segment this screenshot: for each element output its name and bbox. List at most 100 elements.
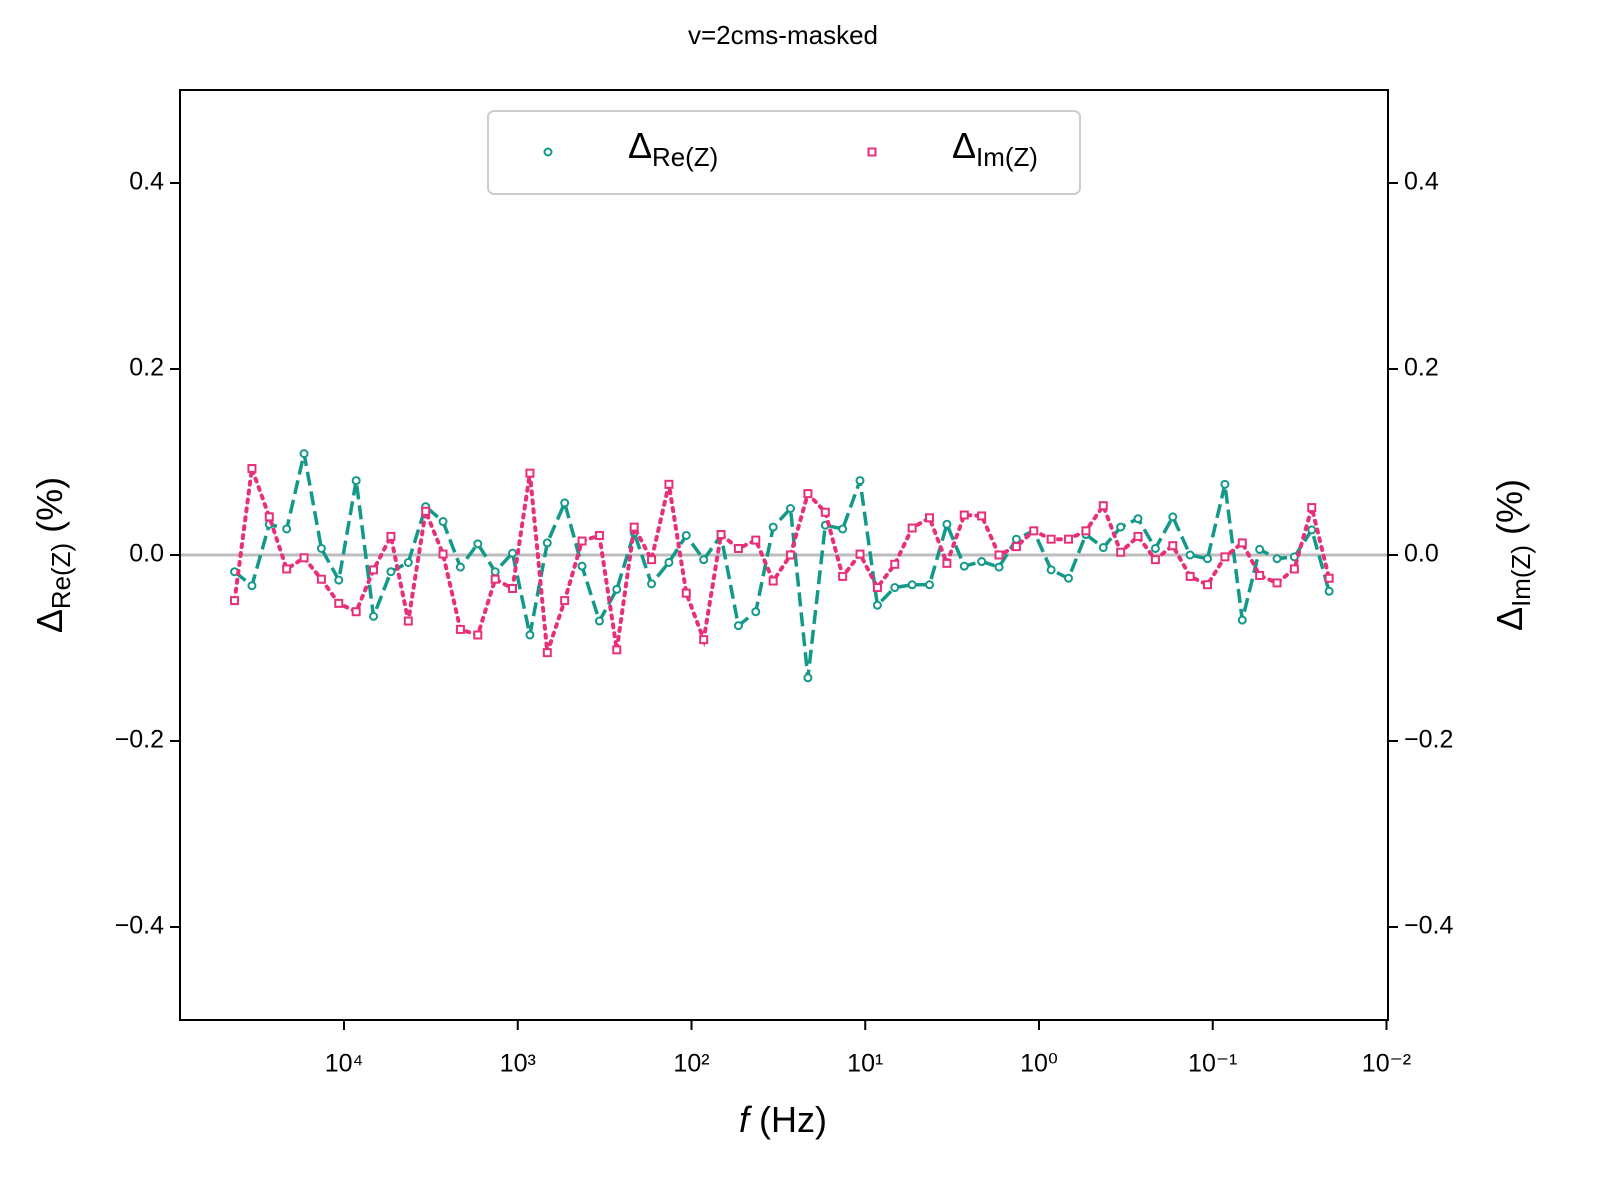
marker	[629, 522, 639, 532]
marker	[577, 561, 587, 571]
marker	[664, 479, 674, 489]
marker	[542, 648, 552, 658]
marker	[334, 598, 344, 608]
marker	[1064, 573, 1074, 583]
x-tick-label: 10⁻²	[1362, 1050, 1411, 1078]
marker	[612, 645, 622, 655]
marker	[473, 539, 483, 549]
marker	[1150, 555, 1160, 565]
marker	[490, 574, 500, 584]
marker	[1289, 564, 1299, 574]
x-tick-label: 10⁰	[1020, 1050, 1058, 1078]
marker	[1237, 538, 1247, 548]
marker	[386, 531, 396, 541]
marker	[664, 557, 674, 567]
marker	[820, 507, 830, 517]
marker	[1202, 580, 1212, 590]
y2-tick-label: 0.4	[1404, 168, 1439, 196]
marker	[542, 538, 552, 548]
marker	[403, 557, 413, 567]
marker	[855, 549, 865, 559]
marker	[994, 550, 1004, 560]
marker	[681, 588, 691, 598]
marker	[647, 555, 657, 565]
marker	[1133, 514, 1143, 524]
marker	[1168, 512, 1178, 522]
y2-axis-label: ΔIm(Z) (%)	[1489, 479, 1536, 631]
marker	[959, 510, 969, 520]
marker	[803, 489, 813, 499]
marker	[907, 523, 917, 533]
marker	[421, 506, 431, 516]
marker	[768, 522, 778, 532]
marker	[925, 580, 935, 590]
marker	[925, 513, 935, 523]
marker	[977, 511, 987, 521]
marker	[1272, 578, 1282, 588]
series-line	[233, 453, 1331, 678]
marker	[786, 550, 796, 560]
marker	[282, 524, 292, 534]
y-tick-label: 0.2	[129, 354, 164, 382]
marker	[438, 549, 448, 559]
marker	[872, 583, 882, 593]
marker	[838, 571, 848, 581]
marker	[525, 630, 535, 640]
marker	[716, 530, 726, 540]
x-tick-label: 10³	[500, 1050, 536, 1078]
marker	[838, 524, 848, 534]
marker	[334, 575, 344, 585]
marker	[386, 567, 396, 577]
marker	[1220, 552, 1230, 562]
marker	[1098, 501, 1108, 511]
marker	[455, 624, 465, 634]
marker	[994, 562, 1004, 572]
marker	[455, 562, 465, 572]
marker	[977, 557, 987, 567]
marker	[1307, 503, 1317, 513]
x-tick-label: 10⁴	[325, 1050, 364, 1078]
marker	[282, 564, 292, 574]
marker	[316, 574, 326, 584]
marker	[316, 543, 326, 553]
y-axis-label: ΔRe(Z) (%)	[29, 477, 76, 633]
marker	[1202, 554, 1212, 564]
marker	[508, 548, 518, 558]
y-tick-label: −0.4	[115, 912, 164, 940]
marker	[959, 561, 969, 571]
series-line	[232, 467, 1332, 654]
legend-label: ΔRe(Z)	[628, 125, 718, 172]
marker	[1237, 615, 1247, 625]
marker	[230, 596, 240, 606]
marker	[473, 630, 483, 640]
marker	[612, 584, 622, 594]
marker	[351, 607, 361, 617]
marker	[525, 468, 535, 478]
marker	[907, 580, 917, 590]
marker	[1011, 534, 1021, 544]
marker	[1098, 543, 1108, 553]
marker	[1255, 544, 1265, 554]
marker	[1185, 550, 1195, 560]
marker	[351, 476, 361, 486]
marker	[1046, 565, 1056, 575]
marker	[855, 476, 865, 486]
marker	[1324, 573, 1334, 583]
y-tick-label: 0.0	[129, 540, 164, 568]
y2-tick-label: 0.2	[1404, 354, 1439, 382]
marker	[699, 635, 709, 645]
marker	[890, 559, 900, 569]
marker	[1133, 531, 1143, 541]
marker	[403, 616, 413, 626]
marker	[647, 579, 657, 589]
marker	[560, 596, 570, 606]
marker	[1029, 526, 1039, 536]
marker	[1307, 525, 1317, 535]
marker	[299, 449, 309, 459]
y2-tick-label: 0.0	[1404, 540, 1439, 568]
marker	[733, 543, 743, 553]
marker	[594, 530, 604, 540]
marker	[438, 517, 448, 527]
legend-marker	[867, 147, 877, 157]
